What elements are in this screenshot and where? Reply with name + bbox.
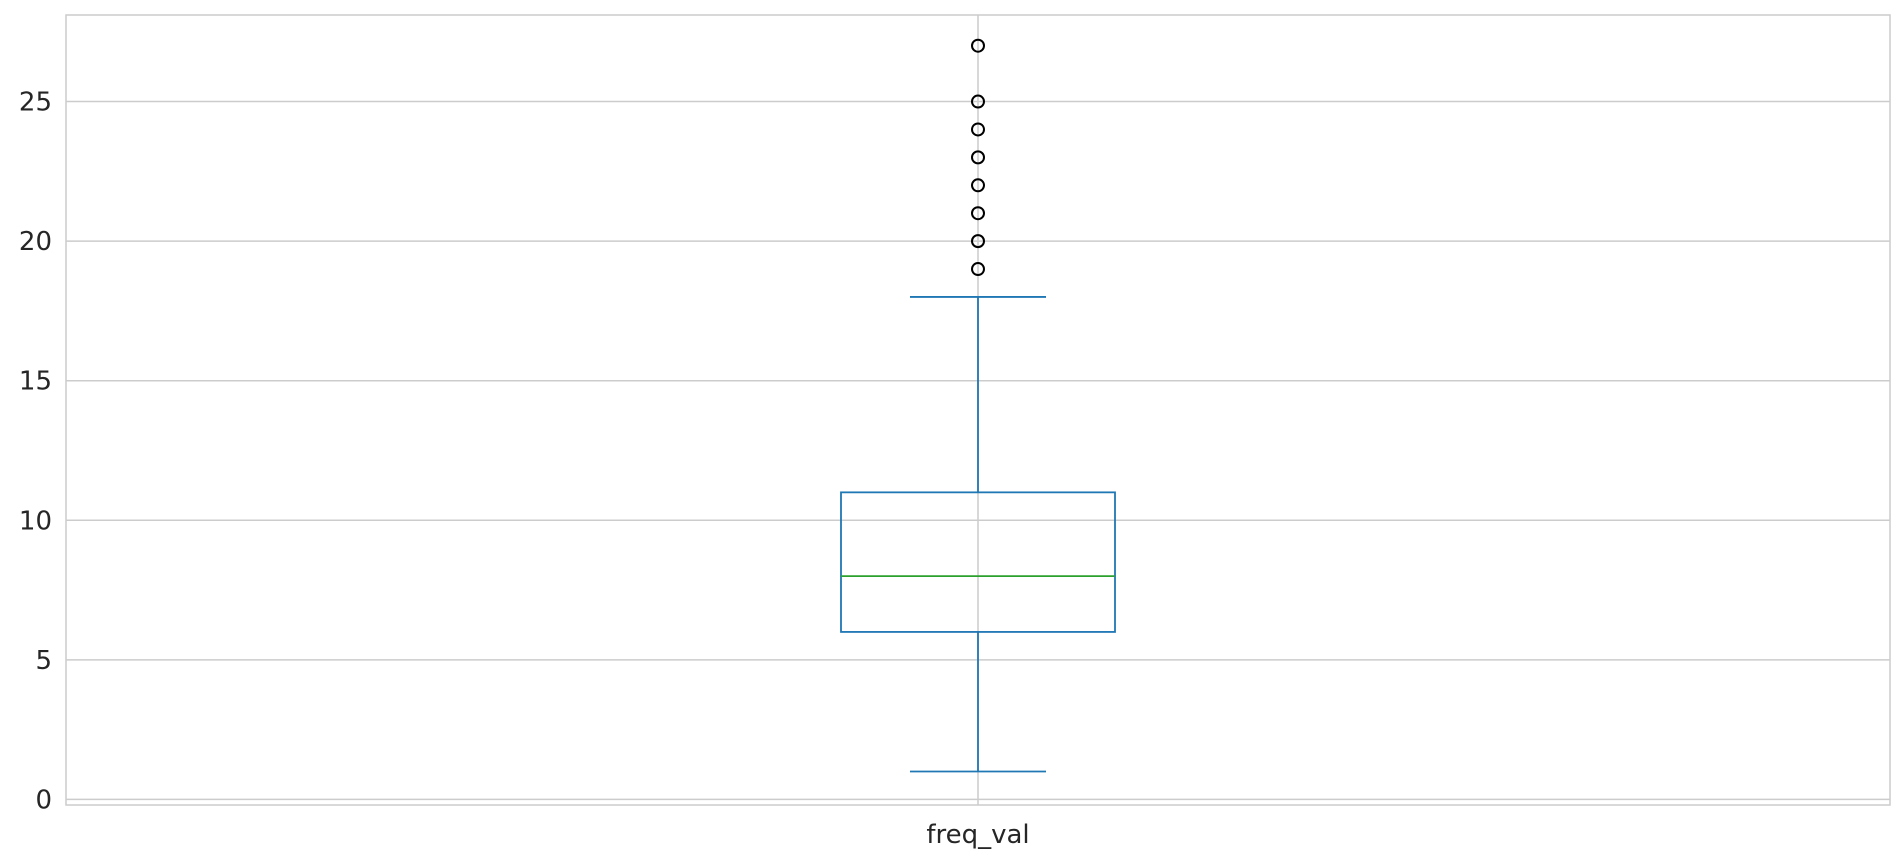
outlier-point [971, 94, 985, 109]
outlier-point [971, 206, 985, 221]
y-tick-label: 5 [35, 646, 52, 676]
y-tick-label: 25 [19, 88, 52, 118]
interquartile-box [840, 491, 1116, 633]
outlier-point [971, 178, 985, 193]
plot-area-frame [65, 14, 1891, 806]
outlier-point [971, 262, 985, 277]
x-tick-label: freq_val [926, 820, 1029, 850]
outlier-point [971, 150, 985, 165]
y-tick-label: 15 [19, 367, 52, 397]
outlier-point [971, 122, 985, 137]
y-axis-ticks: 0 5 10 15 20 25 [19, 88, 52, 816]
outlier-point [971, 234, 985, 249]
box-plot [840, 38, 1116, 773]
outlier-point [971, 38, 985, 53]
y-tick-label: 10 [19, 506, 52, 536]
y-tick-label: 20 [19, 227, 52, 257]
x-axis-ticks: freq_val [926, 820, 1029, 850]
y-tick-label: 0 [35, 785, 52, 815]
